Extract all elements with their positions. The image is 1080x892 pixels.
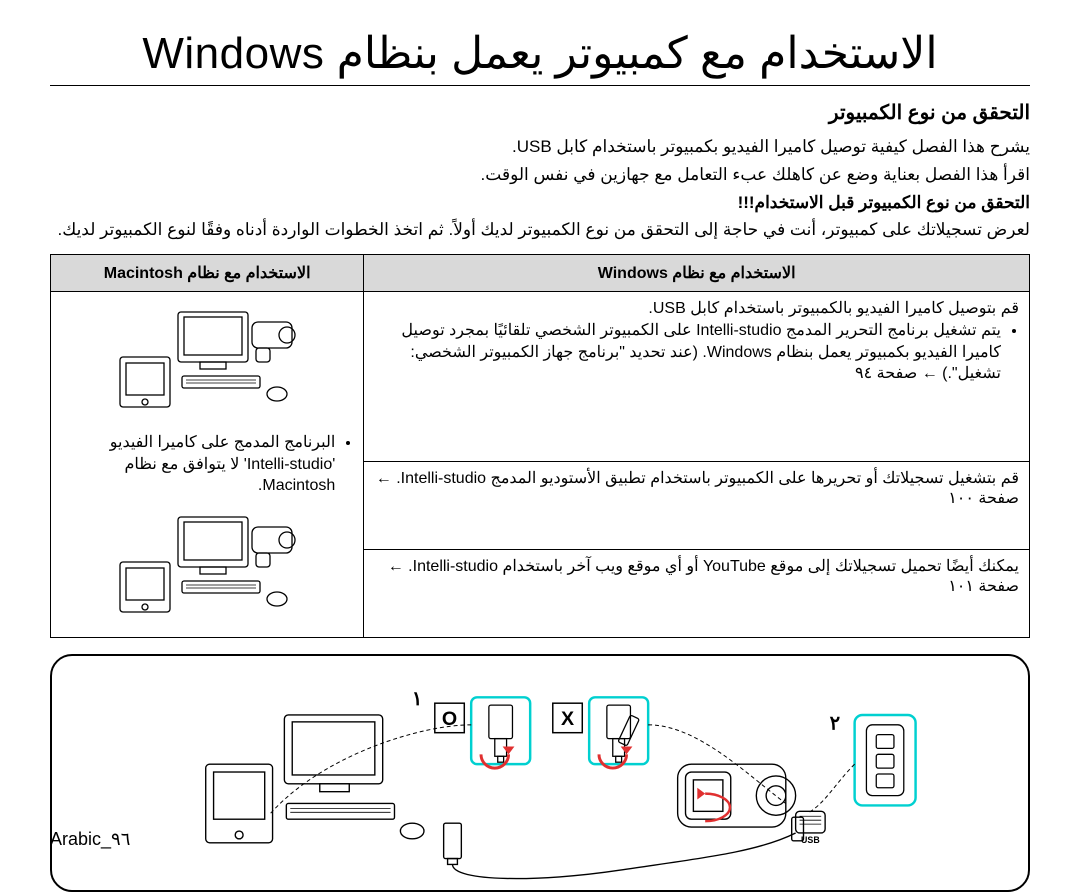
warning-text: لعرض تسجيلاتك على كمبيوتر، أنت في حاجة إ… bbox=[50, 218, 1030, 242]
usb-label: USB bbox=[801, 835, 820, 845]
mac-illustration-bot bbox=[61, 503, 353, 631]
warning-head: التحقق من نوع الكمبيوتر قبل الاستخدام!!! bbox=[50, 191, 1030, 215]
os-table: الاستخدام مع نظام Windows الاستخدام مع ن… bbox=[50, 254, 1030, 638]
intro-1: يشرح هذا الفصل كيفية توصيل كاميرا الفيدي… bbox=[50, 135, 1030, 159]
page-footer: Arabic_٩٦ bbox=[50, 829, 130, 850]
badge-x: X bbox=[561, 708, 574, 730]
win-row1: قم بتوصيل كاميرا الفيديو بالكمبيوتر باست… bbox=[364, 292, 1030, 461]
mac-bullet-1: البرنامج المدمج على كاميرا الفيديو 'Inte… bbox=[61, 432, 335, 497]
num-1: ١ bbox=[412, 688, 423, 710]
num-2: ٢ bbox=[830, 713, 841, 735]
intro-2: اقرأ هذا الفصل بعناية وضع عن كاهلك عبء ا… bbox=[50, 163, 1030, 187]
th-windows: الاستخدام مع نظام Windows bbox=[364, 255, 1030, 292]
win-row3: يمكنك أيضًا تحميل تسجيلاتك إلى موقع YouT… bbox=[364, 549, 1030, 637]
section-heading: التحقق من نوع الكمبيوتر bbox=[50, 100, 1030, 125]
mac-cell: البرنامج المدمج على كاميرا الفيديو 'Inte… bbox=[51, 292, 364, 638]
connection-diagram: ١ ٢ O X bbox=[50, 654, 1030, 892]
title-rule bbox=[50, 85, 1030, 86]
win-row2: قم بتشغيل تسجيلاتك أو تحريرها على الكمبي… bbox=[364, 461, 1030, 549]
page-title: الاستخدام مع كمبيوتر يعمل بنظام Windows bbox=[50, 28, 1030, 79]
th-mac: الاستخدام مع نظام Macintosh bbox=[51, 255, 364, 292]
win-row1-bullet: يتم تشغيل برنامج التحرير المدمج Intelli-… bbox=[374, 320, 1001, 385]
mac-illustration-top bbox=[61, 298, 353, 426]
win-row1-line: قم بتوصيل كاميرا الفيديو بالكمبيوتر باست… bbox=[374, 298, 1019, 318]
